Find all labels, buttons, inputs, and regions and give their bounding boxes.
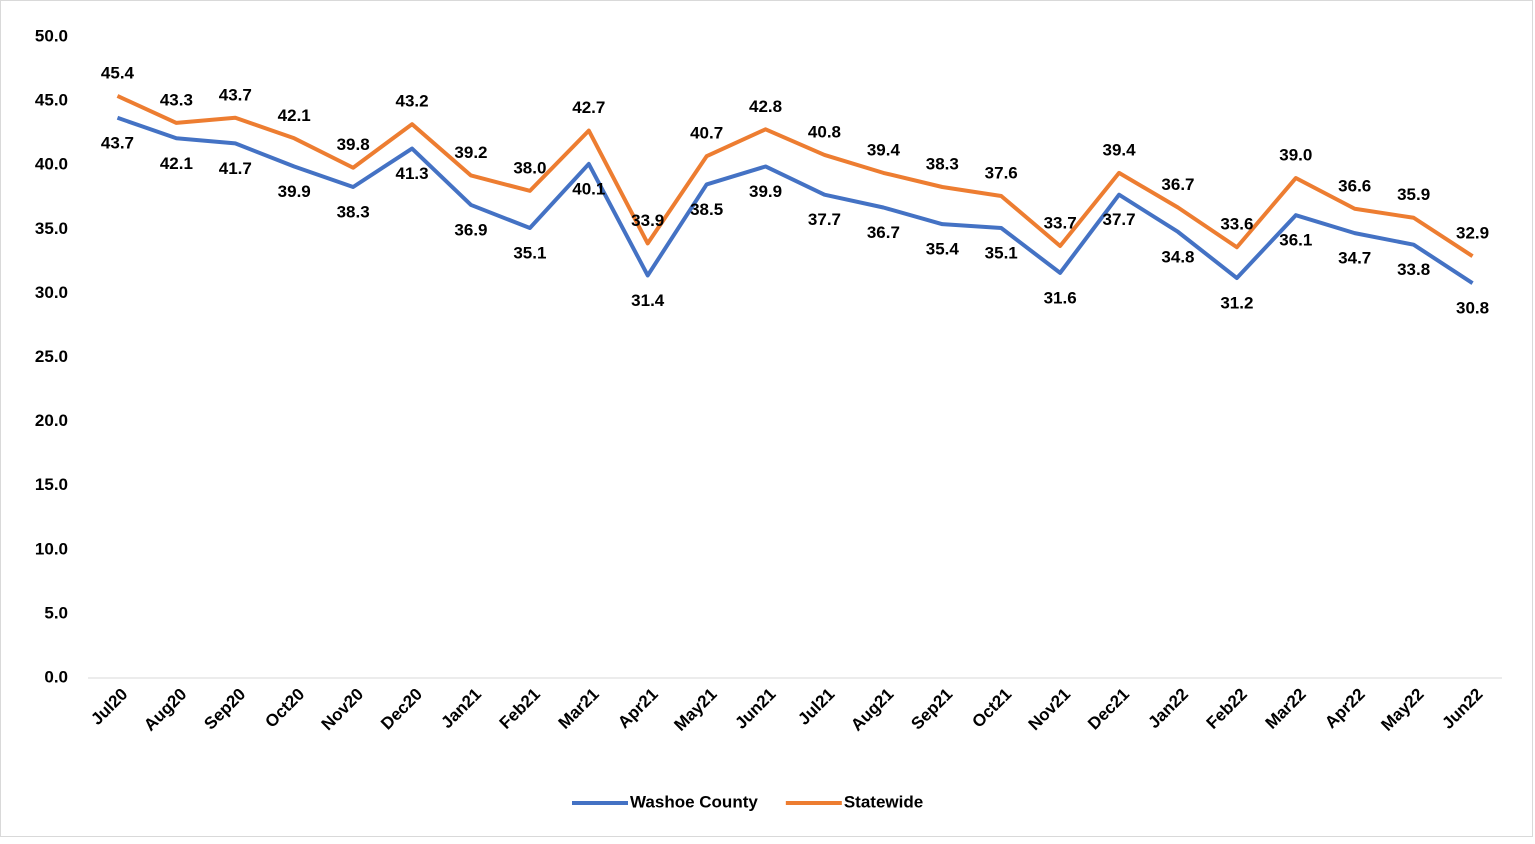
data-label: 42.7 <box>572 98 605 117</box>
data-label: 43.2 <box>395 92 428 111</box>
data-label: 36.7 <box>867 223 900 242</box>
data-label: 39.0 <box>1279 146 1312 165</box>
data-label: 42.8 <box>749 97 782 116</box>
legend-label: Statewide <box>844 792 923 811</box>
data-label: 32.9 <box>1456 224 1489 243</box>
data-label: 38.0 <box>513 158 546 177</box>
data-label: 34.7 <box>1338 249 1371 268</box>
data-label: 39.2 <box>454 143 487 162</box>
y-tick-label: 15.0 <box>35 475 68 494</box>
data-label: 36.9 <box>454 220 487 239</box>
data-label: 37.7 <box>808 210 841 229</box>
data-label: 39.8 <box>337 135 370 154</box>
data-label: 36.6 <box>1338 176 1371 195</box>
data-label: 39.9 <box>278 182 311 201</box>
legend-label: Washoe County <box>630 792 758 811</box>
data-label: 39.9 <box>749 182 782 201</box>
data-label: 40.1 <box>572 179 605 198</box>
data-label: 39.4 <box>867 140 901 159</box>
data-label: 31.2 <box>1220 294 1253 313</box>
data-label: 30.8 <box>1456 299 1489 318</box>
data-label: 38.5 <box>690 200 723 219</box>
data-label: 41.7 <box>219 159 252 178</box>
data-label: 42.1 <box>278 106 311 125</box>
y-tick-label: 10.0 <box>35 539 68 558</box>
y-tick-label: 45.0 <box>35 91 68 110</box>
data-label: 39.4 <box>1102 140 1136 159</box>
legend: Washoe County Statewide <box>572 792 923 811</box>
data-label: 37.6 <box>985 163 1018 182</box>
data-label: 38.3 <box>337 202 370 221</box>
data-label: 43.7 <box>101 133 134 152</box>
data-label: 42.1 <box>160 154 193 173</box>
data-label: 43.7 <box>219 85 252 104</box>
series-line <box>116 115 1474 285</box>
data-label: 45.4 <box>101 63 135 82</box>
data-label: 40.8 <box>808 122 841 141</box>
data-label: 43.3 <box>160 90 193 109</box>
y-tick-label: 0.0 <box>44 667 68 686</box>
series-line <box>116 94 1474 258</box>
y-tick-label: 20.0 <box>35 411 68 430</box>
data-label: 33.8 <box>1397 260 1430 279</box>
data-label: 35.1 <box>985 244 1018 263</box>
data-label: 33.9 <box>631 211 664 230</box>
data-label: 33.6 <box>1220 215 1253 234</box>
data-label: 36.7 <box>1161 175 1194 194</box>
data-label: 34.8 <box>1161 247 1194 266</box>
data-label: 33.7 <box>1044 213 1077 232</box>
y-tick-label: 40.0 <box>35 155 68 174</box>
y-tick-label: 35.0 <box>35 219 68 238</box>
y-tick-label: 30.0 <box>35 283 68 302</box>
y-tick-label: 25.0 <box>35 347 68 366</box>
data-label: 31.6 <box>1044 288 1077 307</box>
data-label: 31.4 <box>631 291 665 310</box>
data-label: 41.3 <box>395 164 428 183</box>
y-tick-label: 5.0 <box>44 603 68 622</box>
data-label: 35.1 <box>513 244 546 263</box>
data-label: 38.3 <box>926 154 959 173</box>
data-label: 35.4 <box>926 240 960 259</box>
data-label: 37.7 <box>1102 210 1135 229</box>
data-label: 36.1 <box>1279 231 1312 250</box>
data-label: 35.9 <box>1397 185 1430 204</box>
y-tick-label: 50.0 <box>35 26 68 45</box>
data-label: 40.7 <box>690 124 723 143</box>
